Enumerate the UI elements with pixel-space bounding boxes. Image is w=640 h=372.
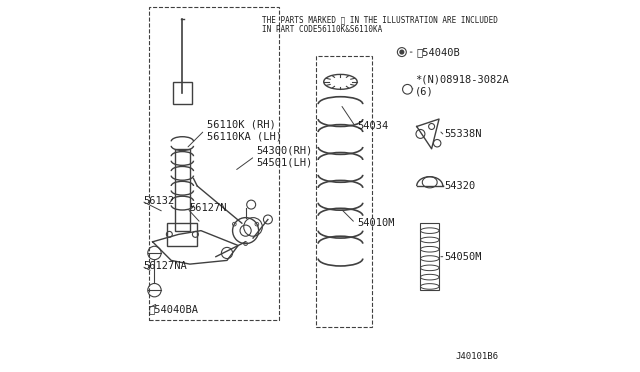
Bar bbox=[173, 82, 191, 104]
Text: J40101B6: J40101B6 bbox=[456, 352, 499, 361]
Bar bbox=[168, 223, 197, 246]
Text: THE PARTS MARKED ※ IN THE ILLUSTRATION ARE INCLUDED
IN PART CODE56110K&S6110KA: THE PARTS MARKED ※ IN THE ILLUSTRATION A… bbox=[262, 15, 498, 34]
Text: 54034: 54034 bbox=[357, 122, 388, 131]
Text: 56127N: 56127N bbox=[189, 203, 227, 213]
Text: 55338N: 55338N bbox=[445, 129, 482, 139]
Circle shape bbox=[400, 50, 404, 54]
Text: 56110K (RH)
56110KA (LH): 56110K (RH) 56110KA (LH) bbox=[207, 119, 282, 141]
Text: ※54040B: ※54040B bbox=[417, 47, 460, 57]
Bar bbox=[420, 223, 439, 290]
Text: 56132: 56132 bbox=[143, 196, 175, 206]
Text: ※54040BA: ※54040BA bbox=[149, 304, 199, 314]
Bar bbox=[175, 149, 190, 231]
Text: *(N)08918-3082A
(6): *(N)08918-3082A (6) bbox=[415, 75, 509, 96]
Text: 56127NA: 56127NA bbox=[143, 261, 187, 271]
Text: 54010M: 54010M bbox=[357, 218, 395, 228]
Text: 54320: 54320 bbox=[445, 181, 476, 191]
Text: 54050M: 54050M bbox=[445, 252, 482, 262]
Text: 54300(RH)
54501(LH): 54300(RH) 54501(LH) bbox=[257, 145, 313, 167]
